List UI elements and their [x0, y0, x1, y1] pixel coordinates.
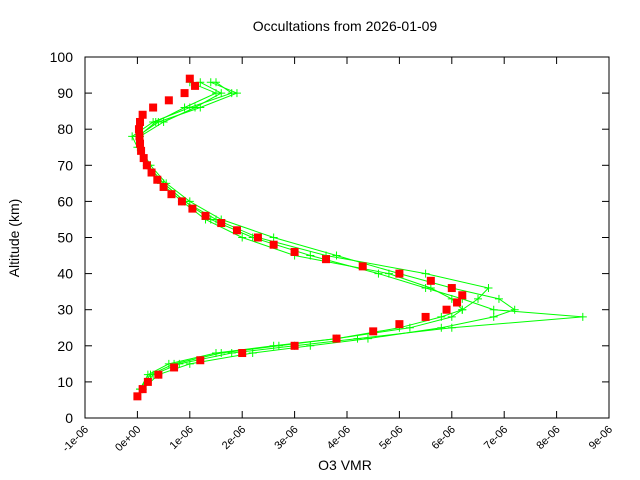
- plus-marker: [510, 305, 519, 314]
- square-marker: [426, 276, 435, 285]
- square-marker: [133, 392, 142, 401]
- plus-marker: [447, 312, 456, 321]
- plus-marker: [384, 269, 393, 278]
- square-marker: [149, 103, 158, 112]
- square-marker: [201, 211, 210, 220]
- profile-line: [139, 81, 490, 390]
- square-marker: [159, 182, 168, 191]
- y-tick-label: 90: [57, 85, 73, 101]
- square-marker: [164, 96, 173, 105]
- plus-marker: [374, 269, 383, 278]
- square-marker: [238, 349, 247, 358]
- square-marker: [453, 298, 462, 307]
- y-axis-label: Altitude (km): [6, 199, 22, 278]
- plus-marker: [447, 323, 456, 332]
- y-tick-label: 60: [57, 193, 73, 209]
- square-marker: [458, 291, 467, 300]
- square-marker: [332, 334, 341, 343]
- plus-marker: [238, 233, 247, 242]
- y-tick-label: 20: [57, 338, 73, 354]
- plus-marker: [185, 359, 194, 368]
- square-marker: [153, 175, 162, 184]
- plus-marker: [232, 89, 241, 98]
- plot-border: [84, 56, 610, 419]
- plus-marker: [274, 341, 283, 350]
- plus-marker: [206, 78, 215, 87]
- square-marker: [188, 204, 197, 213]
- square-marker: [196, 356, 205, 365]
- square-marker: [135, 132, 144, 141]
- y-tick-label: 50: [57, 230, 73, 246]
- plus-marker: [494, 294, 503, 303]
- square-marker: [358, 262, 367, 271]
- plus-marker: [489, 312, 498, 321]
- square-marker: [143, 377, 152, 386]
- plus-marker: [484, 284, 493, 293]
- plus-marker: [212, 89, 220, 98]
- square-marker: [269, 240, 278, 249]
- plus-marker: [421, 269, 430, 278]
- y-tick-label: 40: [57, 266, 73, 282]
- square-marker: [191, 81, 200, 90]
- square-marker: [395, 269, 404, 278]
- plus-marker: [191, 103, 200, 112]
- plus-marker: [248, 349, 257, 358]
- square-marker: [322, 255, 331, 264]
- square-marker: [180, 89, 189, 98]
- square-marker: [136, 117, 145, 126]
- y-tick-label: 30: [57, 302, 73, 318]
- y-tick-label: 0: [65, 410, 73, 426]
- plus-marker: [180, 103, 189, 112]
- square-marker: [253, 233, 262, 242]
- chart-title: Occultations from 2026-01-09: [253, 18, 438, 34]
- square-marker: [154, 370, 163, 379]
- plus-marker: [151, 117, 160, 126]
- square-marker: [290, 247, 299, 256]
- plot-area: [128, 74, 587, 401]
- square-marker: [447, 284, 456, 293]
- square-marker: [147, 168, 156, 177]
- square-marker: [442, 305, 451, 314]
- y-tick-label: 10: [57, 374, 73, 390]
- plus-marker: [437, 323, 446, 332]
- plus-marker: [474, 294, 482, 303]
- y-tick-label: 100: [50, 49, 74, 65]
- y-tick-label: 80: [57, 121, 73, 137]
- plus-marker: [306, 341, 315, 350]
- y-tick-label: 70: [57, 157, 73, 173]
- square-marker: [217, 219, 226, 228]
- square-marker: [369, 327, 378, 336]
- square-marker: [139, 154, 148, 163]
- x-axis-label: O3 VMR: [318, 457, 372, 473]
- plus-marker: [578, 312, 587, 321]
- plus-marker: [146, 370, 155, 379]
- plus-marker: [489, 305, 498, 314]
- square-marker: [177, 197, 186, 206]
- plus-marker: [405, 323, 414, 332]
- square-marker: [232, 226, 241, 235]
- plus-marker: [332, 251, 341, 260]
- plus-marker: [458, 305, 467, 314]
- square-marker: [421, 312, 430, 321]
- square-marker: [290, 341, 299, 350]
- plus-marker: [269, 233, 278, 242]
- plus-marker: [159, 117, 168, 126]
- square-marker: [136, 139, 145, 148]
- square-marker: [134, 125, 143, 134]
- square-marker: [170, 363, 179, 372]
- plus-marker: [227, 349, 236, 358]
- square-marker: [138, 385, 147, 394]
- square-marker: [138, 110, 147, 119]
- square-marker: [395, 320, 404, 329]
- plus-marker: [217, 349, 226, 358]
- square-marker: [167, 190, 176, 199]
- square-marker: [142, 161, 151, 170]
- plus-marker: [426, 284, 435, 293]
- plus-marker: [363, 334, 372, 343]
- square-marker: [137, 146, 146, 155]
- square-marker: [185, 74, 194, 83]
